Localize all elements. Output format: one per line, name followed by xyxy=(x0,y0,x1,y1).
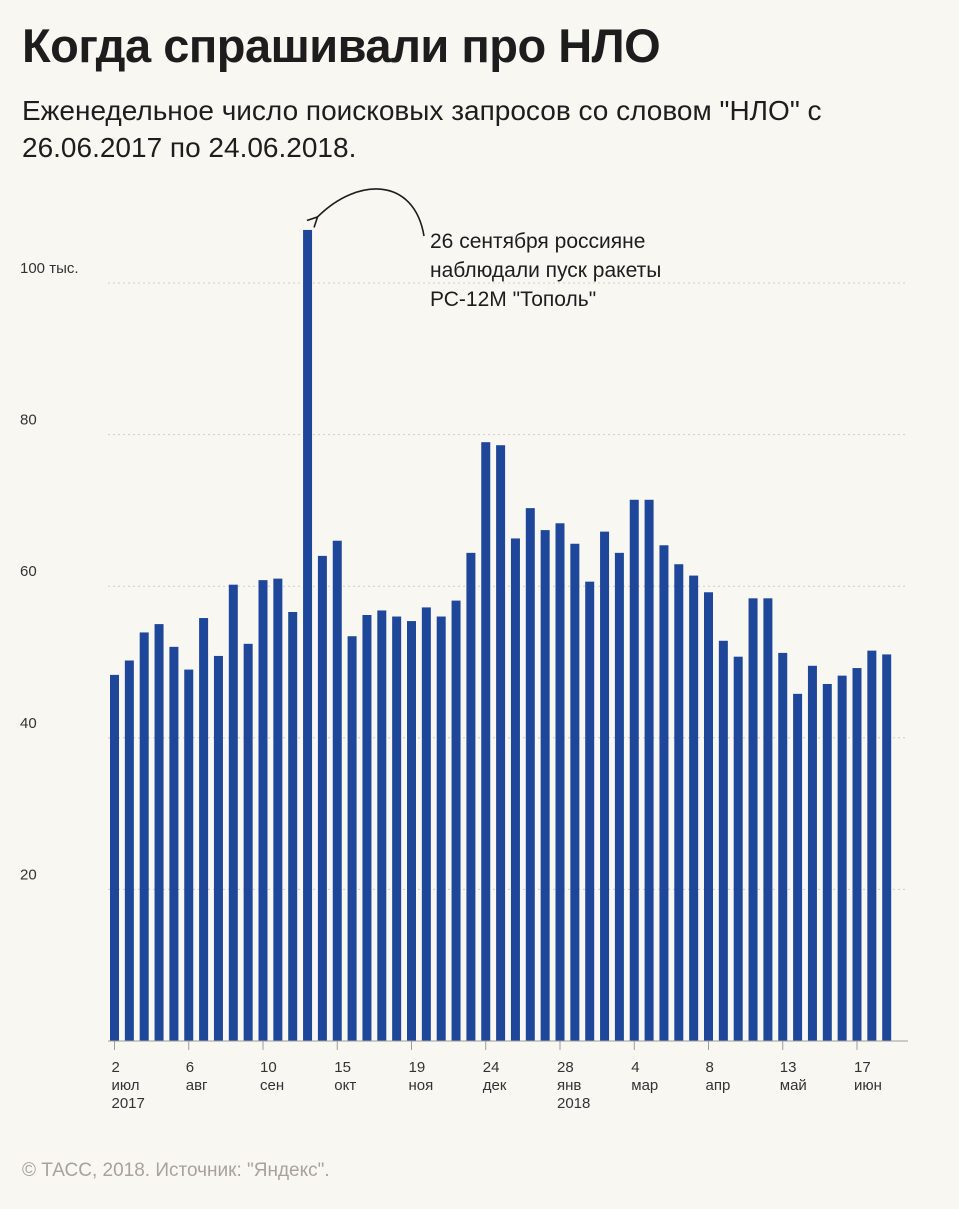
x-tick-label: 15 xyxy=(334,1059,351,1076)
bar xyxy=(852,668,862,1041)
grid-lines xyxy=(108,282,908,890)
annotation-text: РС-12М "Тополь" xyxy=(430,288,596,311)
x-tick-label: 2017 xyxy=(112,1095,145,1112)
bar xyxy=(585,581,595,1041)
x-tick-label: 17 xyxy=(854,1059,871,1076)
x-tick-label: апр xyxy=(706,1077,731,1094)
annotation-text: 26 сентября россияне xyxy=(430,230,645,253)
x-tick-label: 2018 xyxy=(557,1095,590,1112)
bar xyxy=(570,543,580,1041)
bar xyxy=(525,508,535,1042)
bar xyxy=(733,656,743,1041)
bar xyxy=(377,610,387,1041)
bar xyxy=(154,624,164,1041)
bar xyxy=(718,640,728,1041)
source-credit: © ТАСС, 2018. Источник: "Яндекс". xyxy=(22,1160,330,1181)
bar xyxy=(273,578,283,1041)
x-tick-label: 6 xyxy=(186,1059,194,1076)
bar xyxy=(199,618,209,1041)
x-tick-label: дек xyxy=(483,1077,507,1094)
bar xyxy=(763,598,773,1041)
x-tick-label: 13 xyxy=(780,1059,797,1076)
x-tick-label: мар xyxy=(631,1077,658,1094)
y-tick-label: 80 xyxy=(20,412,37,429)
bar xyxy=(466,552,476,1041)
bar xyxy=(481,442,491,1041)
x-axis xyxy=(108,1040,908,1050)
x-tick-label: сен xyxy=(260,1077,284,1094)
bar xyxy=(332,540,342,1041)
bar xyxy=(110,674,119,1041)
y-tick-label: 40 xyxy=(20,715,37,732)
y-tick-label: 60 xyxy=(20,563,37,580)
y-tick-label: 100 тыс. xyxy=(20,260,79,277)
annotations: 26 сентября россияне наблюдали пуск ракет… xyxy=(318,188,661,311)
x-tick-label: 24 xyxy=(483,1059,500,1076)
bar xyxy=(510,538,520,1041)
bar xyxy=(451,600,461,1041)
annotation-arrow xyxy=(318,188,425,237)
bar xyxy=(778,652,788,1041)
x-tick-label: окт xyxy=(334,1077,356,1094)
bar xyxy=(169,646,179,1041)
bar xyxy=(258,580,268,1041)
bar xyxy=(600,531,610,1041)
bar xyxy=(689,575,699,1041)
x-tick-label: ноя xyxy=(409,1077,434,1094)
x-tick-label: май xyxy=(780,1077,807,1094)
annotation-text: наблюдали пуск ракеты xyxy=(430,259,661,282)
bar xyxy=(347,636,357,1041)
bar xyxy=(362,615,372,1041)
bar xyxy=(228,584,238,1041)
bar xyxy=(867,650,877,1041)
bar xyxy=(421,607,431,1041)
bar xyxy=(303,229,313,1041)
x-tick-label: 10 xyxy=(260,1059,277,1076)
bar xyxy=(659,545,669,1041)
bar xyxy=(288,611,298,1041)
bar xyxy=(822,683,832,1041)
chart-subtitle: Еженедельное число поисковых запросов со… xyxy=(22,95,822,163)
x-tick-label: 2 xyxy=(112,1059,120,1076)
x-tick-label: янв xyxy=(557,1077,581,1094)
x-tick-label: 8 xyxy=(706,1059,714,1076)
bar xyxy=(807,665,817,1041)
bars xyxy=(110,229,892,1042)
bar xyxy=(243,643,253,1041)
bar xyxy=(139,632,149,1041)
bar xyxy=(407,621,416,1041)
bar xyxy=(213,655,223,1041)
bar xyxy=(644,499,654,1042)
bar xyxy=(614,552,624,1041)
chart-title: Когда спрашивали про НЛО xyxy=(22,19,661,72)
bar xyxy=(392,616,402,1041)
bar xyxy=(704,592,713,1041)
bar xyxy=(837,675,847,1041)
x-tick-label: июл xyxy=(112,1077,140,1094)
bar xyxy=(184,669,194,1041)
y-axis-labels: 20 40 60 80 100 тыс. xyxy=(20,260,79,883)
bar xyxy=(436,616,446,1041)
bar xyxy=(674,564,684,1041)
x-tick-label: июн xyxy=(854,1077,882,1094)
y-tick-label: 20 xyxy=(20,866,37,883)
bar xyxy=(882,654,892,1041)
bar xyxy=(540,530,550,1041)
x-tick-label: 28 xyxy=(557,1059,574,1076)
bar xyxy=(629,499,639,1042)
bar xyxy=(748,598,758,1041)
bar xyxy=(124,660,134,1041)
x-tick-label: 4 xyxy=(631,1059,639,1076)
x-tick-label: авг xyxy=(186,1077,208,1094)
x-tick-label: 19 xyxy=(409,1059,426,1076)
bar xyxy=(317,555,327,1041)
bar xyxy=(555,523,565,1041)
bar xyxy=(793,693,803,1041)
bar xyxy=(496,445,506,1041)
